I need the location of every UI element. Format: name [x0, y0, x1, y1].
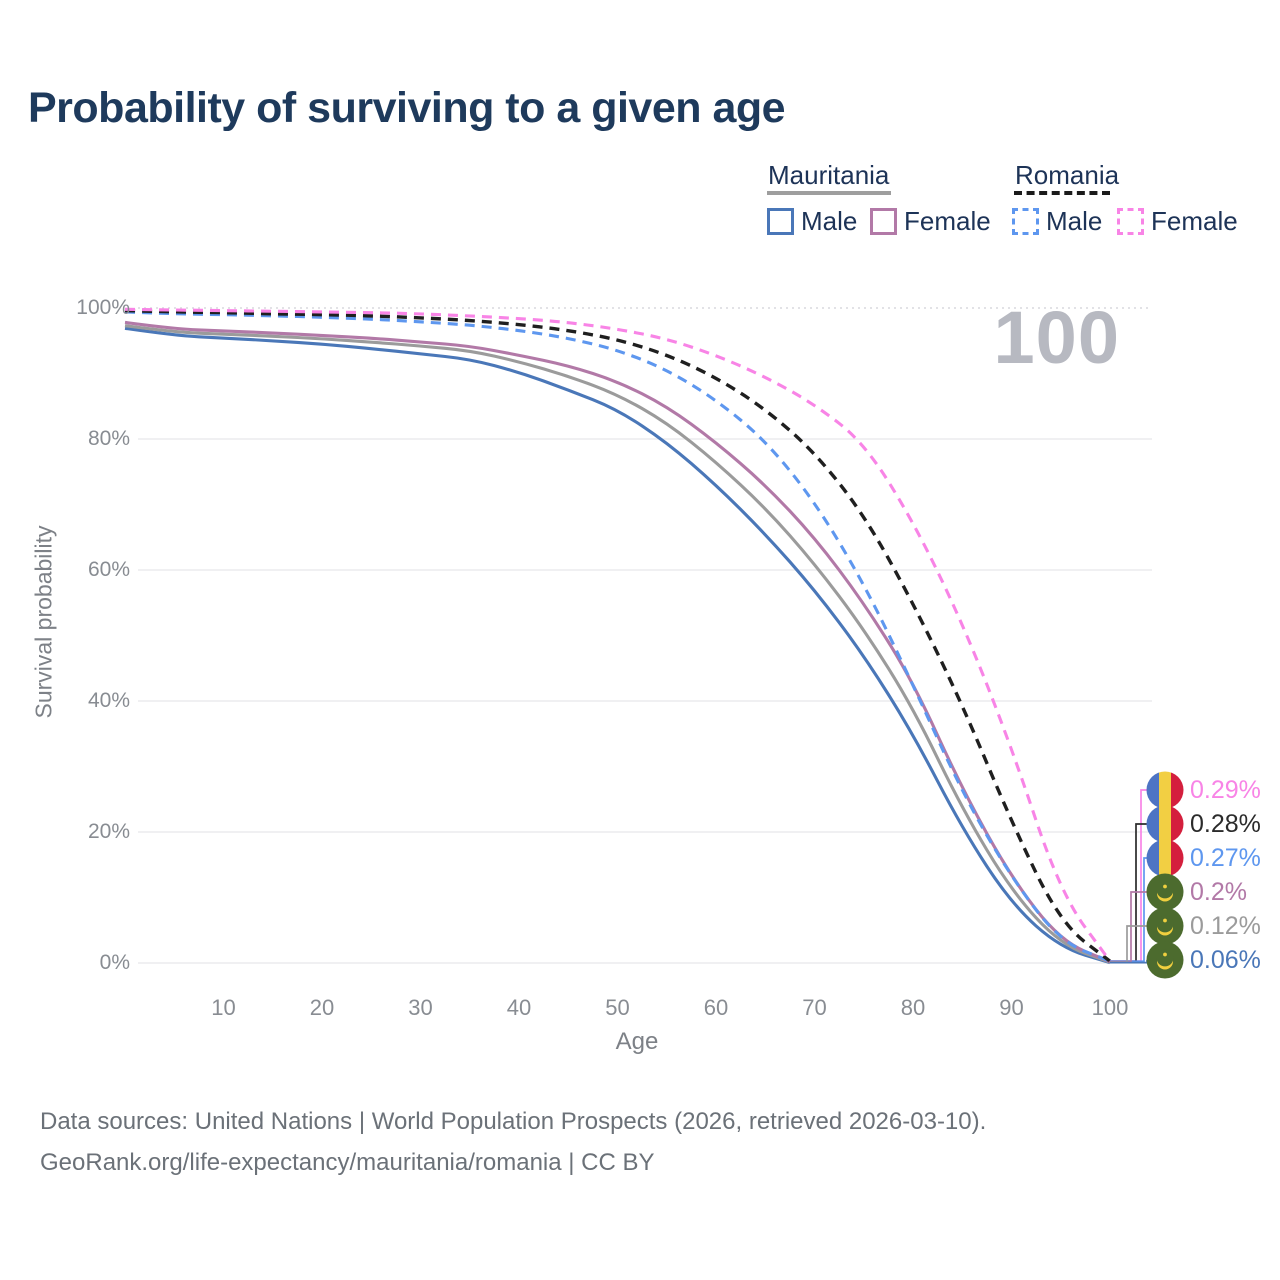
- x-tick-label-50: 50: [605, 995, 630, 1020]
- y-tick-label-100: 100%: [76, 296, 130, 319]
- legend-underline-dashed: [1014, 191, 1110, 195]
- y-tick-label-0: 0%: [99, 951, 130, 974]
- end-value-row-romania-both-sexes[interactable]: 0.28%: [1146, 805, 1261, 843]
- x-axis-title: Age: [615, 1028, 659, 1055]
- series-line-romania-male[interactable]: [124, 310, 1111, 963]
- x-tick-label-80: 80: [900, 995, 926, 1020]
- romania-flag-icon: [1146, 839, 1184, 877]
- x-tick-label-30: 30: [408, 995, 433, 1020]
- x-tick-label-60: 60: [703, 995, 729, 1020]
- legend-underline-solid: [767, 191, 891, 195]
- legend-item-romania-female[interactable]: Female: [1117, 206, 1238, 237]
- end-value-label: 0.27%: [1190, 843, 1261, 872]
- end-value-row-mauritania-both-sexes[interactable]: 0.12%: [1146, 907, 1261, 945]
- mauritania-flag-icon: [1146, 873, 1184, 911]
- x-tick-label-40: 40: [506, 995, 532, 1020]
- end-value-label: 0.29%: [1190, 775, 1261, 804]
- y-tick-label-60: 60%: [87, 558, 130, 581]
- legend-label: Male: [1046, 206, 1103, 236]
- x-tick-label-20: 20: [309, 995, 335, 1020]
- x-tick-label-70: 70: [802, 995, 827, 1020]
- series-line-mauritania-female[interactable]: [124, 320, 1111, 964]
- age-hover-watermark: 100: [993, 296, 1120, 379]
- source-url-note: GeoRank.org/life-expectancy/mauritania/r…: [40, 1149, 655, 1176]
- mauritania-flag-icon: [1146, 941, 1184, 979]
- legend-label: Male: [801, 206, 858, 236]
- legend-swatch-mauritania-female: [870, 208, 897, 235]
- data-sources-note: Data sources: United Nations | World Pop…: [40, 1108, 987, 1135]
- y-tick-label-20: 20%: [87, 820, 130, 843]
- legend-swatch-mauritania-male: [767, 208, 794, 235]
- legend-item-mauritania-male[interactable]: Male: [767, 206, 857, 237]
- legend-group-romania: Romania: [1015, 160, 1120, 190]
- page-title: Probability of surviving to a given age: [28, 84, 786, 132]
- series-line-romania-both-sexes[interactable]: [124, 308, 1112, 963]
- end-value-label: 0.2%: [1190, 877, 1247, 906]
- legend-group-mauritania: Mauritania: [768, 160, 890, 190]
- legend-swatch-romania-female: [1117, 208, 1144, 235]
- y-tick-label-80: 80%: [87, 427, 130, 450]
- end-value-row-romania-female[interactable]: 0.29%: [1146, 771, 1261, 809]
- legend-item-mauritania-female[interactable]: Female: [870, 206, 991, 237]
- end-value-row-mauritania-male[interactable]: 0.06%: [1146, 941, 1261, 979]
- legend-swatch-romania-male: [1012, 208, 1039, 235]
- legend-label: Female: [1151, 206, 1238, 236]
- end-label-connector-romania-female: [1110, 789, 1147, 962]
- end-value-label: 0.12%: [1190, 911, 1261, 940]
- series-line-romania-female[interactable]: [124, 307, 1112, 963]
- y-tick-label-40: 40%: [87, 689, 130, 712]
- x-tick-label-10: 10: [211, 995, 236, 1020]
- series-line-mauritania-both-sexes[interactable]: [124, 324, 1111, 964]
- romania-flag-icon: [1146, 805, 1184, 843]
- legend-item-romania-male[interactable]: Male: [1012, 206, 1102, 237]
- mauritania-flag-icon: [1146, 907, 1184, 945]
- series-line-mauritania-male[interactable]: [124, 326, 1111, 965]
- end-value-label: 0.28%: [1190, 809, 1261, 838]
- end-value-label: 0.06%: [1190, 945, 1261, 974]
- end-value-row-romania-male[interactable]: 0.27%: [1146, 839, 1261, 877]
- x-tick-label-100: 100: [1091, 995, 1129, 1020]
- x-tick-label-90: 90: [999, 995, 1024, 1020]
- romania-flag-icon: [1146, 771, 1184, 809]
- legend-label: Female: [904, 206, 991, 236]
- end-value-row-mauritania-female[interactable]: 0.2%: [1146, 873, 1247, 911]
